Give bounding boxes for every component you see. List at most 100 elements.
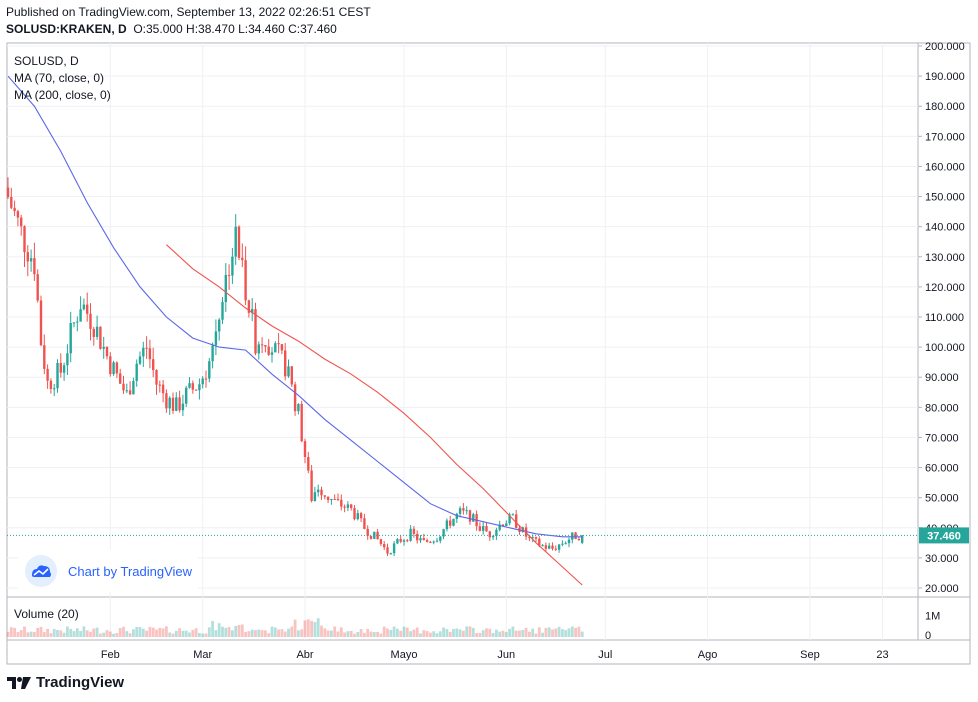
- y-tick-label: 200.000: [925, 41, 965, 53]
- footer-brand[interactable]: TradingView: [6, 674, 124, 691]
- candle-body: [56, 362, 59, 389]
- candle-body: [99, 326, 102, 349]
- candle-body: [234, 226, 237, 257]
- x-tick-label: 23: [876, 649, 888, 661]
- candle-body: [442, 529, 445, 537]
- x-tick-label: Sep: [800, 649, 820, 661]
- candle-body: [538, 538, 541, 546]
- volume-bar: [19, 630, 23, 637]
- volume-bar: [72, 631, 76, 637]
- volume-bar: [478, 632, 482, 637]
- candle-body: [158, 384, 161, 386]
- volume-bar: [531, 628, 535, 637]
- candle-body: [6, 187, 10, 197]
- volume-bar: [363, 632, 366, 637]
- volume-bar: [184, 630, 188, 637]
- volume-bar: [254, 630, 257, 637]
- volume-bar: [551, 629, 554, 637]
- candle-body: [425, 540, 429, 542]
- candle-body: [468, 510, 472, 522]
- candle-body: [264, 345, 267, 347]
- volume-bar: [287, 628, 290, 637]
- candle-body: [452, 518, 455, 526]
- candle-body: [92, 328, 95, 337]
- volume-bar: [481, 630, 485, 637]
- candle-body: [389, 553, 392, 555]
- volume-bar: [415, 627, 419, 637]
- candle-body: [224, 274, 227, 303]
- candle-body: [16, 211, 20, 218]
- volume-bar: [521, 629, 525, 637]
- candle-body: [412, 528, 416, 534]
- volume-bar: [33, 632, 36, 637]
- candle-body: [145, 347, 148, 349]
- y-tick-label: 80.000: [925, 402, 959, 414]
- volume-bar: [495, 629, 498, 637]
- candle-body: [409, 528, 412, 541]
- candle-body: [33, 258, 36, 275]
- candle-body: [303, 441, 307, 458]
- volume-bar: [16, 632, 20, 637]
- volume-bar: [85, 630, 89, 637]
- volume-bar: [102, 632, 106, 637]
- volume-bar: [151, 627, 155, 637]
- candle-body: [336, 499, 340, 501]
- candle-body: [356, 513, 359, 520]
- candle-body: [501, 524, 505, 527]
- volume-bar: [313, 621, 317, 637]
- candle-body: [10, 196, 13, 208]
- volume-bar: [336, 631, 340, 637]
- volume-bar: [574, 627, 577, 637]
- volume-bar: [112, 633, 115, 637]
- volume-bar: [122, 626, 125, 637]
- watermark-text: Chart by TradingView: [68, 563, 193, 579]
- y-tick-label: 150.000: [925, 192, 965, 204]
- volume-bar: [165, 626, 168, 637]
- x-tick-label: Mayo: [391, 649, 418, 661]
- volume-bar: [224, 627, 228, 637]
- candle-body: [498, 524, 501, 530]
- volume-bar: [128, 633, 132, 637]
- volume-bar: [465, 626, 469, 637]
- candle-body: [323, 495, 326, 497]
- y-tick-label: 160.000: [925, 161, 965, 173]
- volume-bar: [9, 627, 13, 637]
- candle-body: [46, 368, 49, 381]
- y-tick-label: 130.000: [925, 252, 965, 264]
- volume-bar: [320, 625, 323, 637]
- volume-bar: [221, 626, 224, 637]
- symbol-label: SOLUSD:KRAKEN, D: [6, 22, 127, 36]
- candle-body: [241, 257, 244, 261]
- y-tick-label: 190.000: [925, 71, 965, 83]
- candle-body: [491, 536, 495, 538]
- volume-bar: [168, 632, 172, 637]
- volume-bar: [491, 632, 495, 637]
- tradingview-logo-icon: [7, 676, 31, 689]
- volume-bar: [577, 626, 581, 637]
- volume-bar: [488, 628, 492, 637]
- candle-body: [72, 322, 76, 324]
- volume-bar: [396, 628, 399, 637]
- time-axis-frame: [6, 639, 971, 665]
- volume-bar: [108, 631, 112, 637]
- candle-body: [165, 393, 168, 409]
- candle-body: [554, 548, 557, 550]
- candle-body: [257, 344, 260, 354]
- volume-bar: [211, 621, 214, 637]
- volume-bar: [161, 628, 165, 637]
- chart-by-tradingview-badge[interactable]: Chart by TradingView: [18, 550, 199, 592]
- candle-body: [82, 304, 86, 310]
- volume-bar: [267, 633, 271, 637]
- ma200-line: [166, 244, 583, 586]
- legend-volume: Volume (20): [14, 607, 79, 621]
- volume-bar: [105, 630, 109, 637]
- volume-bar: [333, 626, 337, 637]
- last-price-label: 37.460: [927, 530, 961, 542]
- volume-bar: [330, 630, 333, 637]
- candle-body: [161, 384, 165, 394]
- candle-body: [326, 496, 330, 501]
- candle-body: [581, 535, 584, 543]
- volume-bar: [227, 627, 231, 637]
- volume-bar: [118, 628, 122, 637]
